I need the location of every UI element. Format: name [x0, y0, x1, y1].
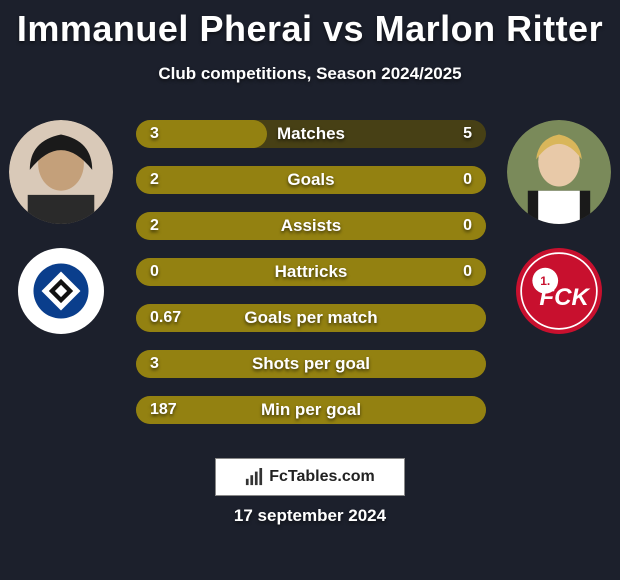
- site-logo[interactable]: FcTables.com: [215, 458, 405, 496]
- stat-value-left: 187: [150, 401, 177, 419]
- stat-value-left: 3: [150, 125, 159, 143]
- stat-value-right: 0: [463, 263, 472, 281]
- stat-value-right: 0: [463, 171, 472, 189]
- comparison-main: 1. FCK 3 Matches 5 2 Goals 0 2 Assists 0 0 Hattric…: [0, 120, 620, 460]
- stat-value-right: 5: [463, 125, 472, 143]
- stat-bar: 3 Shots per goal: [136, 350, 486, 378]
- chart-icon: [245, 468, 263, 486]
- comparison-title: Immanuel Pherai vs Marlon Ritter: [0, 0, 620, 50]
- footer-date: 17 september 2024: [0, 506, 620, 526]
- vs-text: vs: [323, 8, 364, 49]
- stat-label: Hattricks: [275, 262, 348, 282]
- player2-avatar: [507, 120, 611, 224]
- player1-club-badge: [18, 248, 104, 334]
- fck-logo-icon: 1. FCK: [516, 248, 602, 334]
- stat-label: Min per goal: [261, 400, 361, 420]
- stat-bars: 3 Matches 5 2 Goals 0 2 Assists 0 0 Hattricks 0 0.67…: [136, 120, 486, 424]
- player2-club-badge: 1. FCK: [516, 248, 602, 334]
- player2-avatar-placeholder: [507, 120, 611, 224]
- stat-value-left: 0: [150, 263, 159, 281]
- hsv-logo-icon: [18, 248, 104, 334]
- player2-name: Marlon Ritter: [375, 8, 604, 49]
- player1-avatar: [9, 120, 113, 224]
- stat-bar: 2 Assists 0: [136, 212, 486, 240]
- stat-value-left: 2: [150, 217, 159, 235]
- stat-value-left: 0.67: [150, 309, 181, 327]
- player1-avatar-placeholder: [9, 120, 113, 224]
- player1-name: Immanuel Pherai: [17, 8, 313, 49]
- stat-label: Assists: [281, 216, 341, 236]
- left-column: [6, 120, 116, 334]
- stat-label: Goals per match: [244, 308, 377, 328]
- stat-label: Shots per goal: [252, 354, 370, 374]
- stat-value-left: 2: [150, 171, 159, 189]
- stat-bar: 2 Goals 0: [136, 166, 486, 194]
- stat-value-right: 0: [463, 217, 472, 235]
- stat-bar: 0 Hattricks 0: [136, 258, 486, 286]
- right-column: 1. FCK: [504, 120, 614, 334]
- stat-label: Matches: [277, 124, 345, 144]
- stat-bar: 3 Matches 5: [136, 120, 486, 148]
- stat-label: Goals: [287, 170, 334, 190]
- stat-value-left: 3: [150, 355, 159, 373]
- stat-bar: 187 Min per goal: [136, 396, 486, 424]
- svg-text:FCK: FCK: [539, 284, 590, 311]
- stat-bar: 0.67 Goals per match: [136, 304, 486, 332]
- subtitle: Club competitions, Season 2024/2025: [0, 64, 620, 84]
- site-name: FcTables.com: [269, 468, 375, 486]
